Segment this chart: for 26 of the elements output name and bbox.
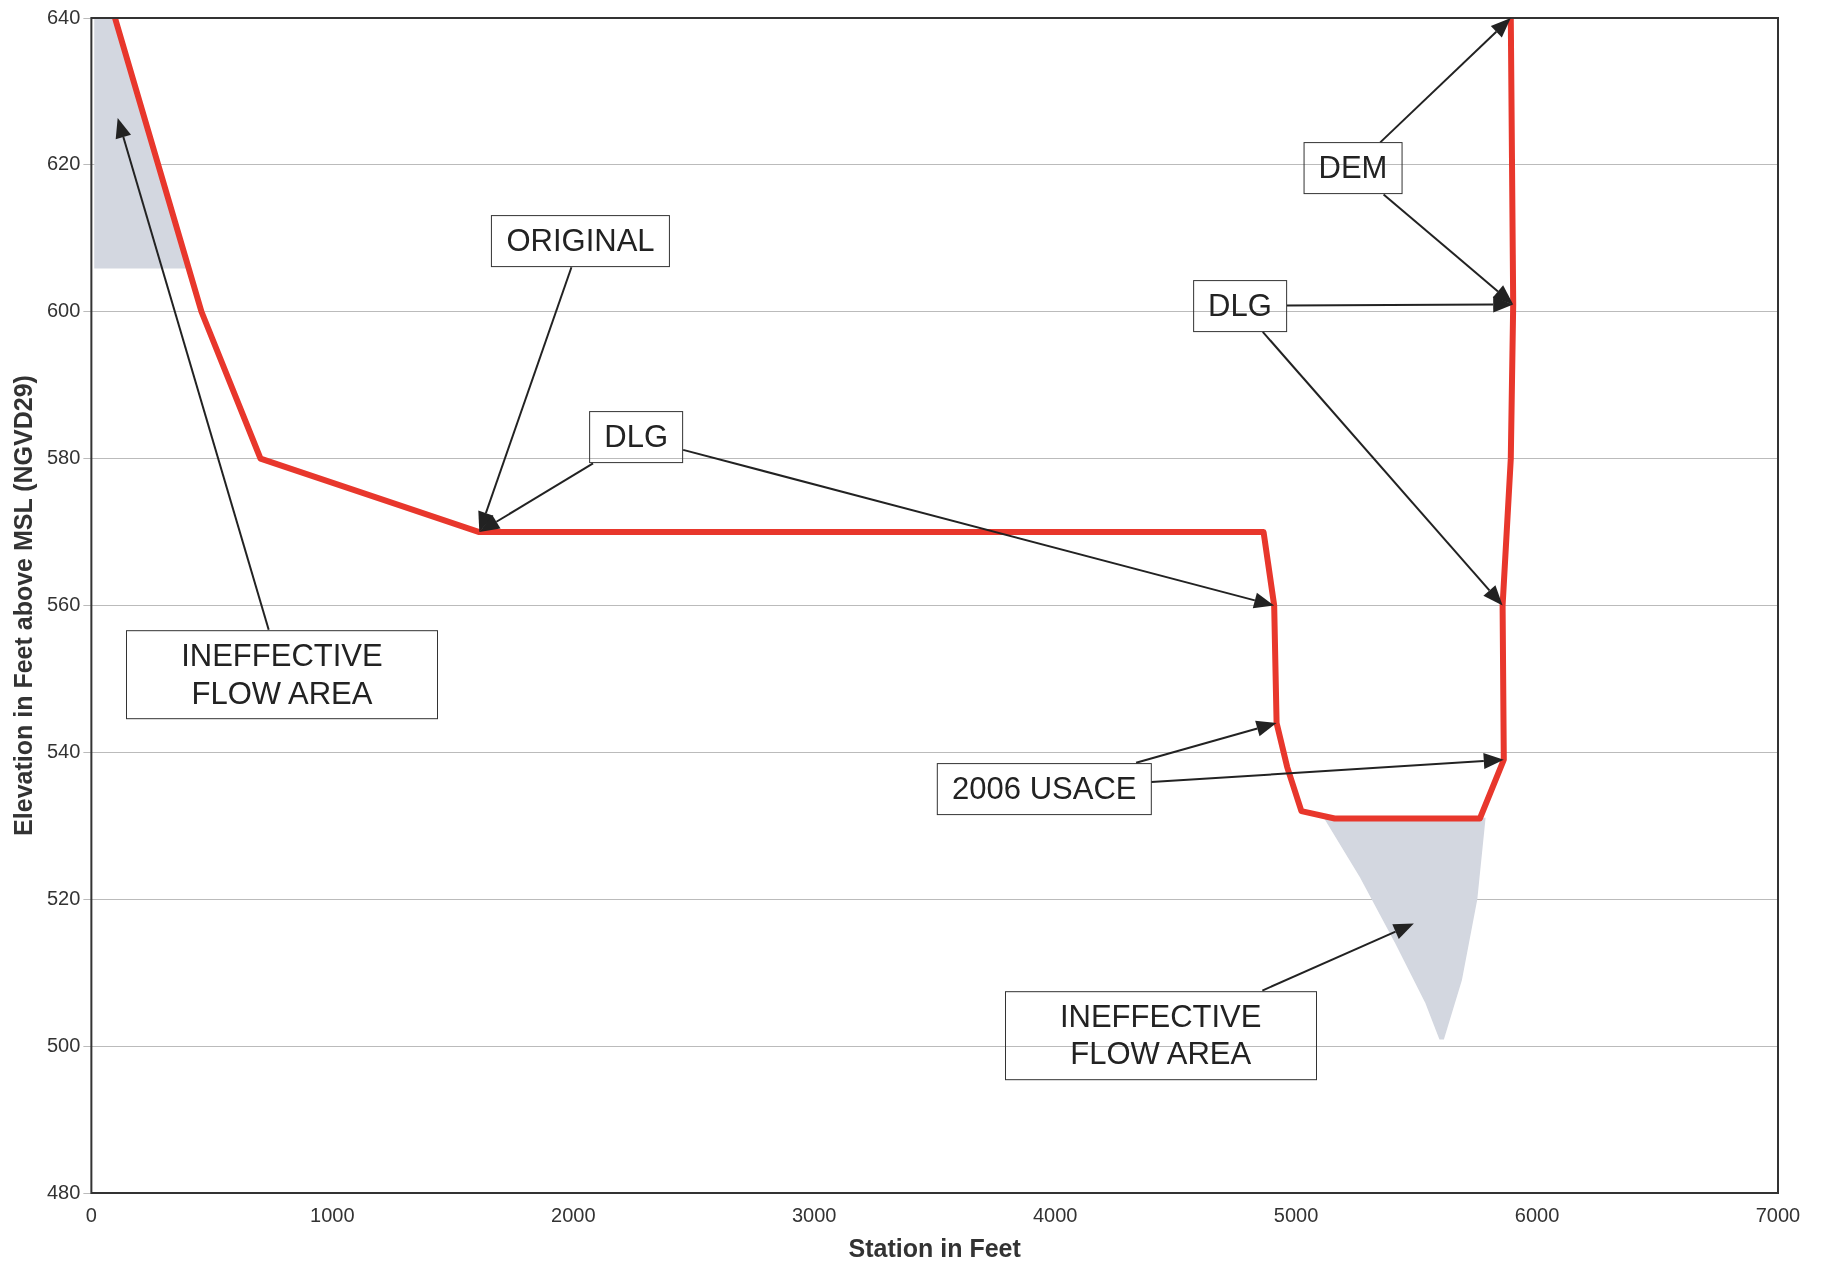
x-tick-label: 0 [85, 1203, 97, 1226]
y-tick-label: 600 [46, 299, 81, 322]
y-tick-label: 640 [46, 5, 81, 28]
annotation: DEM [1303, 142, 1403, 195]
y-tick-label: 580 [46, 446, 81, 469]
x-tick-label: 1000 [310, 1203, 355, 1226]
x-tick-label: 4000 [1032, 1203, 1078, 1226]
x-tick-label: 5000 [1273, 1203, 1319, 1226]
annotation: DLG [589, 411, 684, 464]
x-tick-label: 7000 [1755, 1203, 1801, 1226]
annotation: DLG [1193, 279, 1287, 332]
x-tick-label: 6000 [1514, 1203, 1560, 1226]
annotation: INEFFECTIVE FLOW AREA [125, 630, 438, 720]
y-axis-title: Elevation in Feet above MSL (NGVD29) [8, 375, 37, 836]
y-tick-label: 560 [46, 593, 81, 616]
y-tick-label: 480 [46, 1180, 81, 1203]
annotation: INEFFECTIVE FLOW AREA [1004, 990, 1317, 1081]
annotation: ORIGINAL [491, 215, 670, 268]
x-tick-label: 2000 [551, 1203, 596, 1226]
y-tick-label: 500 [46, 1033, 81, 1056]
annotation: 2006 USACE [937, 762, 1152, 815]
y-tick-label: 520 [46, 886, 81, 909]
x-axis-title: Station in Feet [848, 1233, 1022, 1262]
x-tick-label: 3000 [791, 1203, 837, 1226]
y-tick-label: 540 [46, 739, 81, 762]
y-tick-label: 620 [46, 152, 81, 175]
